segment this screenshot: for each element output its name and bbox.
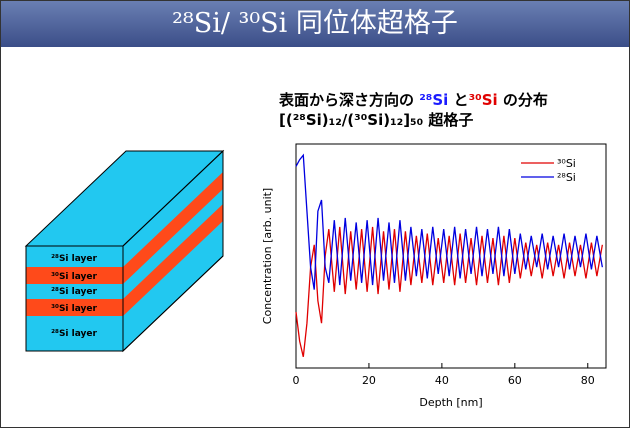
x-tick-label: 80 xyxy=(581,374,595,387)
layer-label: ²⁸Si layer xyxy=(51,287,97,297)
legend-label: ³⁰Si xyxy=(557,157,576,170)
layer-label: ²⁸Si layer xyxy=(51,329,97,339)
x-tick-label: 60 xyxy=(508,374,522,387)
x-tick-label: 40 xyxy=(435,374,449,387)
x-tick-label: 20 xyxy=(362,374,376,387)
x-axis-label: Depth [nm] xyxy=(419,396,482,409)
y-axis-label: Concentration [arb. unit] xyxy=(261,188,274,324)
x-tick-label: 0 xyxy=(293,374,300,387)
chart: ²⁸Si layer ³⁰Si layer ²⁸Si layer ³⁰Si la… xyxy=(1,1,629,427)
legend-label: ²⁸Si xyxy=(557,171,576,184)
block-diagram xyxy=(26,151,223,351)
layer-label: ³⁰Si layer xyxy=(51,272,97,282)
layer-label: ²⁸Si layer xyxy=(51,254,97,264)
slide: ²⁸Si/ ³⁰Si 同位体超格子 表面から深さ方向の ²⁸Si と³⁰Si の… xyxy=(0,0,630,428)
series-line xyxy=(296,227,602,357)
layer-label: ³⁰Si layer xyxy=(51,304,97,314)
